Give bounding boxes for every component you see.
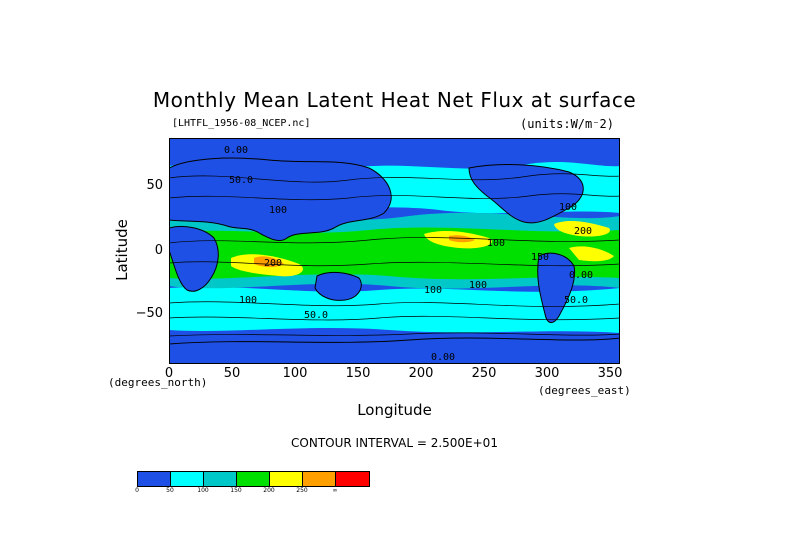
flux-map: 0.00 100 50.0 100 100 200 100 150 200 10… xyxy=(169,138,620,364)
colorbar-swatch xyxy=(336,472,369,486)
land-australia xyxy=(314,271,362,301)
land-africa xyxy=(169,225,219,292)
contour-label: 100 xyxy=(469,280,487,291)
x-unit-label: (degrees_east) xyxy=(538,384,631,397)
contour-label: 100 xyxy=(487,238,505,249)
map-frame xyxy=(169,138,620,364)
y-unit-label: (degrees_north) xyxy=(108,376,208,389)
colorbar xyxy=(137,471,370,487)
contour-label: 200 xyxy=(264,258,282,269)
land-south-america xyxy=(537,252,576,323)
colorbar-swatch xyxy=(303,472,336,486)
colorbar-swatch xyxy=(237,472,270,486)
contour-label: 0.00 xyxy=(431,352,455,363)
x-tick: 50 xyxy=(223,366,241,381)
colorbar-swatch xyxy=(270,472,303,486)
colorbar-label: 0 xyxy=(135,487,139,494)
x-tick: 250 xyxy=(471,366,497,381)
contour-label: 100 xyxy=(269,205,287,216)
contour-label: 200 xyxy=(574,226,592,237)
y-axis-label: Latitude xyxy=(113,219,131,281)
contour-label: 0.00 xyxy=(569,270,593,281)
colorbar-label: 50 xyxy=(166,487,174,494)
x-tick: 0 xyxy=(164,366,174,381)
x-tick: 150 xyxy=(345,366,371,381)
colorbar-swatch xyxy=(204,472,237,486)
x-tick: 200 xyxy=(408,366,434,381)
contour-label: 50.0 xyxy=(564,295,588,306)
contour-label: 100 xyxy=(559,202,577,213)
cyan-band-south xyxy=(169,286,620,333)
colorbar-swatch xyxy=(171,472,204,486)
contour-label: 150 xyxy=(531,252,549,263)
colorbar-swatch xyxy=(138,472,171,486)
colorbar-label: 100 xyxy=(197,487,209,494)
contour-interval: CONTOUR INTERVAL = 2.500E+01 xyxy=(291,436,498,450)
units-label: (units:W/m⁻2) xyxy=(520,117,614,131)
y-tick: −50 xyxy=(135,306,163,321)
yellow-patch-gulfstream xyxy=(569,246,614,262)
contour-lines xyxy=(169,173,620,337)
x-axis-label: Longitude xyxy=(357,401,432,419)
colorbar-label: ∞ xyxy=(332,487,338,494)
y-tick: 0 xyxy=(154,243,163,258)
colorbar-label: 200 xyxy=(263,487,275,494)
contour-label: 50.0 xyxy=(304,310,328,321)
contour-label: 50.0 xyxy=(229,175,253,186)
contour-label: 0.00 xyxy=(224,145,248,156)
yellow-patch-atlantic xyxy=(554,221,610,237)
land-antarctica xyxy=(169,337,620,364)
x-tick: 100 xyxy=(282,366,308,381)
colorbar-label: 150 xyxy=(230,487,242,494)
y-tick: 50 xyxy=(146,178,163,193)
contour-label: 100 xyxy=(424,285,442,296)
x-tick: 350 xyxy=(597,366,623,381)
contour-label: 100 xyxy=(239,295,257,306)
page-title: Monthly Mean Latent Heat Net Flux at sur… xyxy=(152,88,637,112)
x-tick: 300 xyxy=(534,366,560,381)
colorbar-label: 250 xyxy=(296,487,308,494)
orange-patch-pacific xyxy=(449,235,475,243)
file-label: [LHTFL_1956-08_NCEP.nc] xyxy=(172,118,311,129)
